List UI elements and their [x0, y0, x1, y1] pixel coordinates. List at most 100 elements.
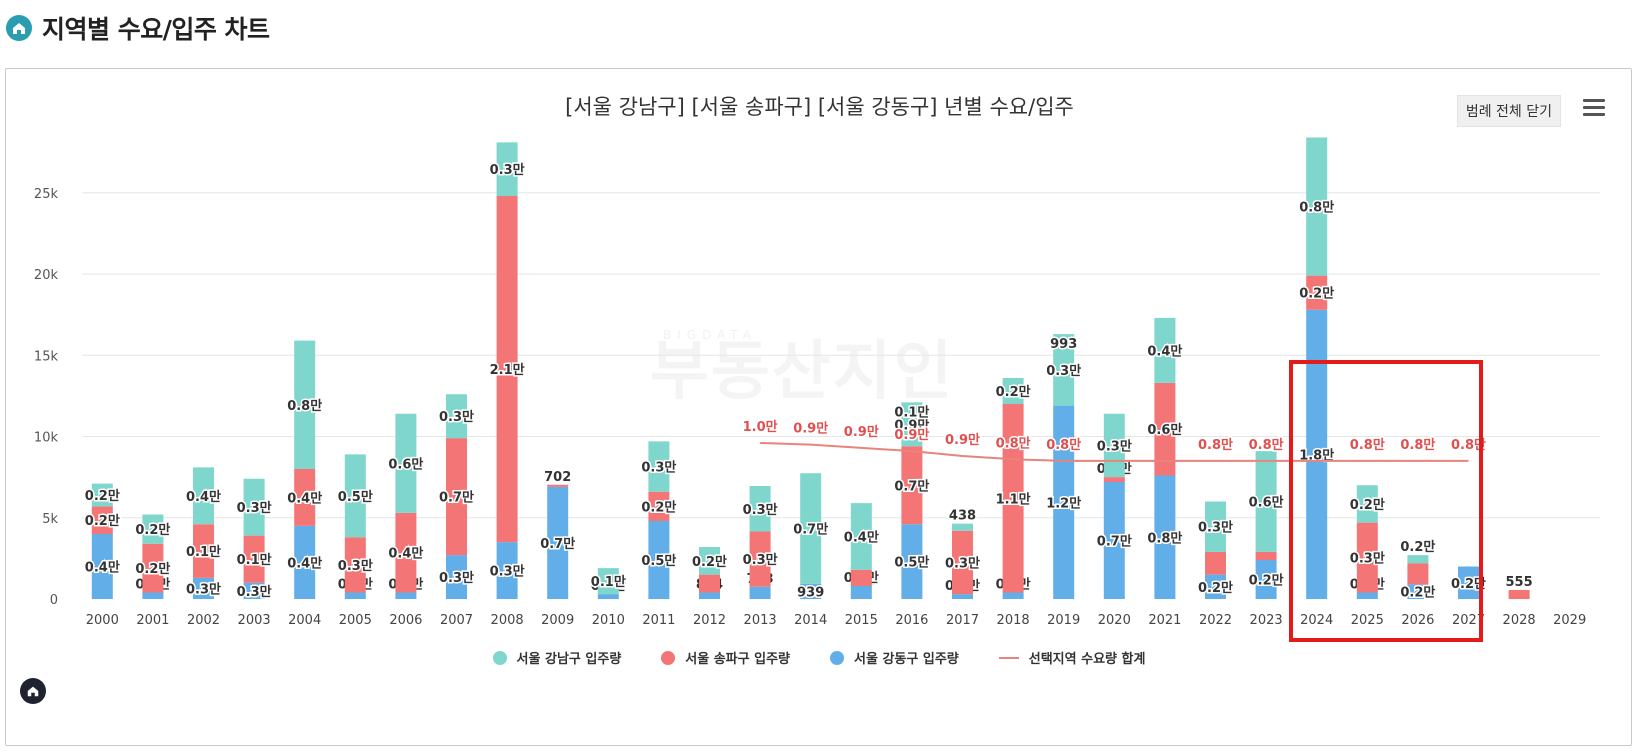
legend-dot-gangdong [830, 650, 845, 665]
bar-segment [1407, 584, 1429, 599]
bar-segment [952, 523, 973, 531]
bar-segment [142, 592, 164, 599]
x-tick-label: 2027 [1452, 613, 1485, 628]
data-label: 0.2만 [85, 488, 120, 504]
bar-segment [446, 394, 467, 439]
home-icon[interactable] [6, 15, 32, 41]
legend-item-songpa[interactable]: 서울 송파구 입주량 [661, 648, 790, 667]
bar-segment [344, 537, 366, 593]
menu-icon[interactable] [1583, 99, 1605, 117]
x-tick-label: 2017 [946, 613, 979, 628]
data-label: 0.2만 [692, 554, 727, 570]
legend-label-songpa: 서울 송파구 입주량 [685, 652, 791, 667]
demand-label: 0.8만 [996, 435, 1031, 451]
data-label: 0.5만 [641, 553, 676, 569]
data-label: 0.7만 [894, 478, 929, 494]
data-label: 0.8만 [1147, 530, 1182, 546]
data-label: 0.2만 [1400, 539, 1435, 555]
bar-segment [1053, 405, 1075, 599]
bar-segment [952, 594, 973, 599]
x-tick-label: 2025 [1351, 613, 1384, 628]
demand-label: 0.9만 [945, 432, 980, 448]
x-tick-label: 2010 [592, 613, 625, 628]
data-label: 0.1만 [894, 404, 929, 420]
chart-card: [서울 강남구] [서울 송파구] [서울 강동구] 년별 수요/입주 범례 전… [5, 68, 1632, 746]
bar-segment [749, 486, 771, 532]
x-tick-label: 2028 [1503, 613, 1536, 628]
bar-segment [1154, 317, 1176, 383]
y-tick-label: 0 [50, 593, 58, 608]
data-label: 0.7만 [439, 490, 474, 506]
data-label: 0.2만 [996, 384, 1031, 400]
data-label: 0.3만 [945, 555, 980, 571]
data-label: 993 [1050, 337, 1077, 352]
bar-segment [1002, 378, 1024, 404]
bar-segment [800, 473, 822, 584]
data-label: 0.3만 [439, 570, 474, 586]
bar-segment [1255, 560, 1277, 599]
bar-segment [142, 543, 164, 593]
data-label: 0.2만 [641, 499, 676, 515]
data-label: 0.7만 [1097, 534, 1132, 550]
bar-segment [1356, 485, 1378, 523]
data-label: 0.3만 [1198, 520, 1233, 536]
legend-item-gangnam[interactable]: 서울 강남구 입주량 [492, 648, 622, 667]
bar-segment [901, 524, 923, 599]
legend-label-demand: 선택지역 수요량 합계 [1028, 652, 1146, 667]
data-label: 0.2만 [1299, 286, 1334, 302]
bar-segment [850, 503, 872, 570]
bar-segment [395, 592, 417, 599]
bar-segment [648, 491, 670, 521]
bar-segment [952, 530, 973, 595]
data-label: 0.2만 [135, 522, 170, 538]
bar-segment [648, 441, 670, 492]
x-tick-label: 2020 [1098, 613, 1131, 628]
data-label: 1.2만 [1046, 495, 1081, 511]
x-tick-label: 2000 [86, 613, 119, 628]
bar-segment [142, 514, 164, 544]
demand-label: 0.8만 [1400, 437, 1435, 453]
demand-label: 0.8만 [1350, 437, 1385, 453]
bar-segment [395, 512, 417, 593]
legend-item-gangdong[interactable]: 서울 강동구 입주량 [830, 648, 959, 667]
data-label: 0.1만 [591, 574, 626, 590]
bar-segment [446, 555, 467, 599]
bar-segment [749, 586, 771, 599]
data-label: 0.4만 [844, 529, 879, 545]
bar-segment [1255, 551, 1277, 560]
bar-segment [193, 524, 214, 578]
legend-dot-gangnam [492, 650, 507, 665]
y-tick-label: 15k [34, 349, 59, 364]
data-label: 0.4만 [85, 560, 120, 576]
brand-logo-icon[interactable] [20, 678, 46, 704]
legend-toggle-button[interactable]: 범례 전체 닫기 [1456, 95, 1561, 127]
x-tick-label: 2016 [895, 613, 928, 628]
demand-label: 0.8만 [1046, 437, 1081, 453]
demand-label: 0.9만 [894, 427, 929, 443]
data-label: 438 [949, 509, 976, 524]
bar-segment [699, 574, 720, 593]
data-label: 0.2만 [1249, 573, 1284, 589]
legend-label-gangdong: 서울 강동구 입주량 [854, 652, 959, 667]
bar-segment [850, 586, 872, 599]
data-label: 0.3만 [1350, 551, 1385, 567]
bar-segment [496, 196, 518, 543]
bar-segment [395, 413, 417, 513]
data-label: 555 [1506, 575, 1533, 590]
data-label: 0.3만 [186, 581, 221, 597]
x-tick-label: 2003 [238, 613, 271, 628]
x-tick-label: 2012 [693, 613, 726, 628]
data-label: 0.4만 [186, 489, 221, 505]
bar-segment [1053, 334, 1075, 406]
bar-segment [597, 594, 619, 599]
data-label: 0.6만 [1249, 495, 1284, 511]
legend-item-demand[interactable]: 선택지역 수요량 합계 [998, 648, 1146, 667]
data-label: 0.3만 [1046, 363, 1081, 379]
legend-label-gangnam: 서울 강남구 입주량 [516, 652, 622, 667]
bar-segment [91, 483, 113, 507]
bar-segment [699, 547, 720, 575]
bar-segment [91, 506, 113, 534]
data-label: 0.3만 [1097, 438, 1132, 454]
x-tick-label: 2011 [642, 613, 675, 628]
